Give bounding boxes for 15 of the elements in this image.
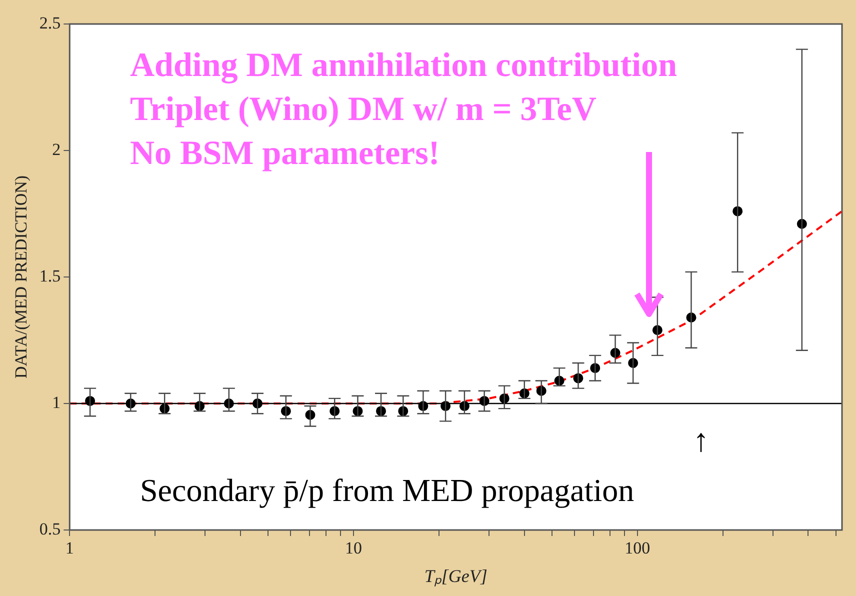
y-tick-label: 1.5: [39, 266, 61, 286]
y-axis-title: DATA/(MED PREDICTION): [12, 175, 31, 379]
x-tick-label: 1: [65, 538, 74, 558]
y-tick-label: 1: [52, 392, 61, 412]
y-tick-label: 2: [52, 140, 61, 159]
annotation: No BSM parameters!: [130, 134, 441, 174]
x-tick-label: 10: [345, 538, 362, 558]
annotation: Triplet (Wino) DM w/ m = 3TeV: [130, 90, 598, 130]
x-axis-title: Tₚ[GeV]: [424, 566, 488, 587]
y-tick-label: 2.5: [39, 13, 61, 32]
annotation: ↑: [693, 422, 709, 459]
annotation: Secondary p̄/p from MED propagation: [140, 472, 634, 509]
annotation: Adding DM annihilation contribution: [130, 46, 677, 86]
y-tick-label: 0.5: [39, 519, 61, 538]
x-tick-label: 100: [624, 538, 650, 558]
